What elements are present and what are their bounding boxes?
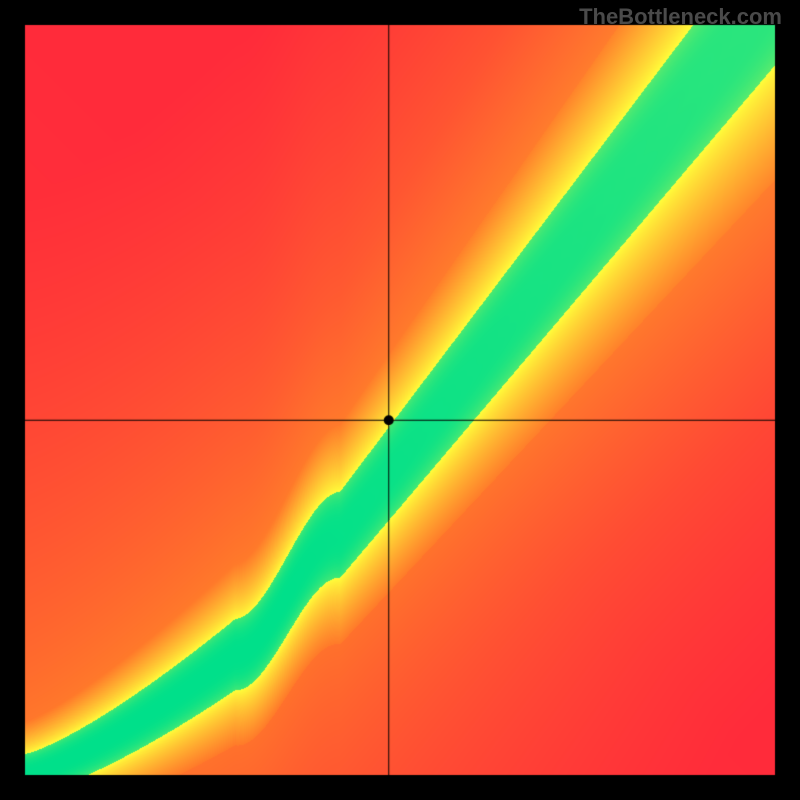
bottleneck-heatmap [0,0,800,800]
chart-container: TheBottleneck.com [0,0,800,800]
watermark-text: TheBottleneck.com [579,4,782,30]
